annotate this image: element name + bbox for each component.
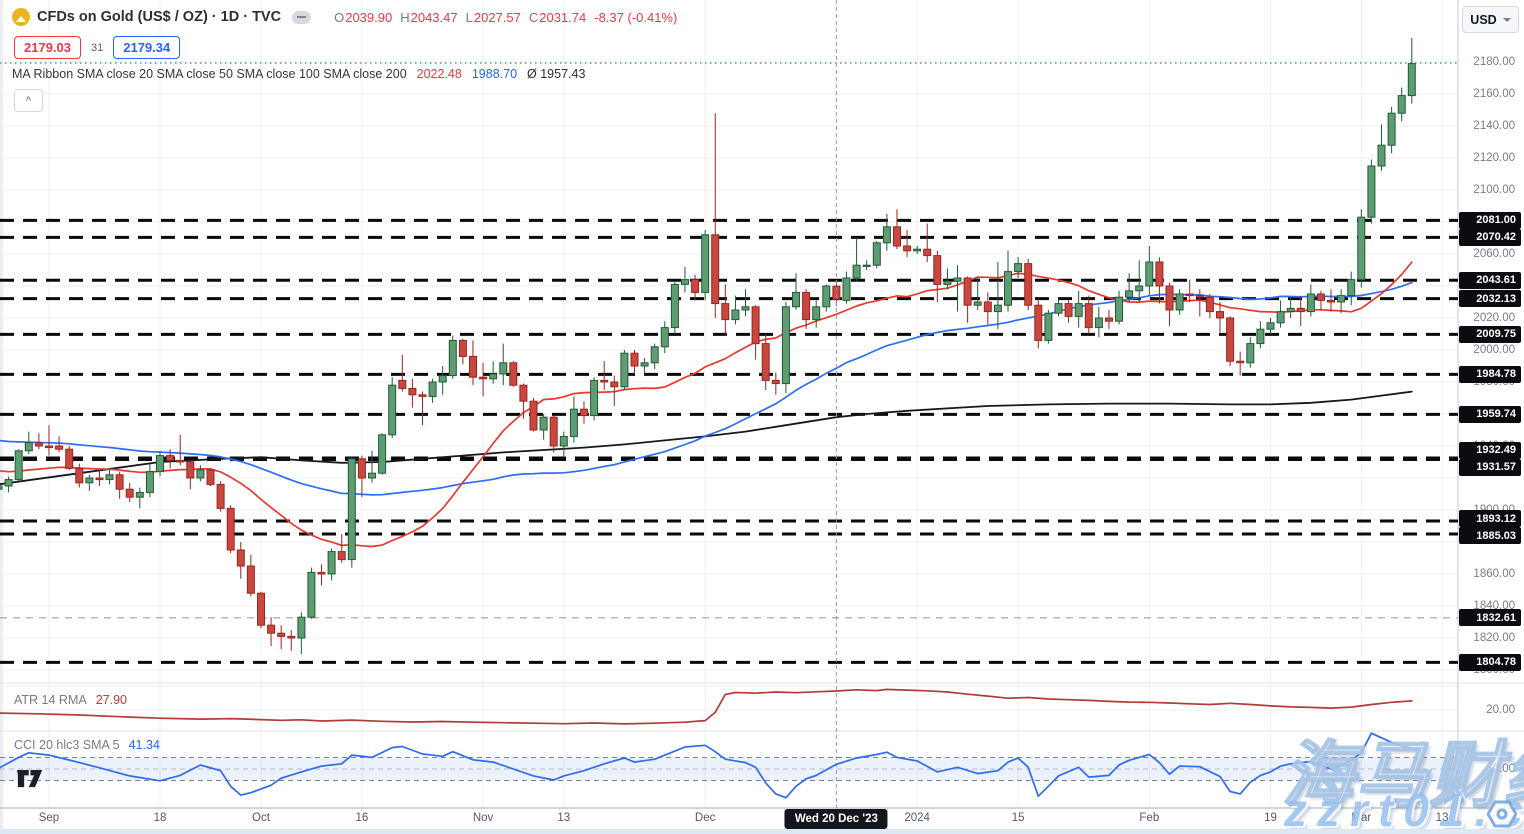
chevron-down-icon [1502, 17, 1511, 22]
watermark-hexagon-icon [1487, 800, 1517, 828]
crosshair-date-tag: Wed 20 Dec '23 [784, 809, 888, 829]
ma-ribbon-label: MA Ribbon SMA close 20 SMA close 50 SMA … [12, 67, 407, 81]
atr-indicator-legend[interactable]: ATR 14 RMA 27.90 [14, 693, 127, 707]
open-value: 2039.90 [345, 9, 393, 25]
buy-button[interactable]: 2179.34 [113, 36, 181, 59]
window-edge [0, 0, 3, 834]
high-value: 2043.47 [410, 9, 458, 25]
bid-ask-row: 2179.03 31 2179.34 [14, 36, 181, 59]
open-label: O [334, 9, 345, 25]
tradingview-logo[interactable] [17, 770, 49, 790]
sma-average-value: Ø 1957.43 [527, 67, 586, 81]
ohlc-readout: O2039.90 H2043.47 L2027.57 C2031.74 -8.3… [334, 10, 677, 25]
symbol-legend-row: CFDs on Gold (US$ / OZ) · 1D · TVC O2039… [12, 8, 677, 26]
change-value: -8.37 (-0.41%) [594, 9, 678, 25]
sma50-value: 1988.70 [471, 67, 518, 81]
hide-indicator-icon[interactable] [292, 10, 312, 24]
gold-coin-icon [12, 8, 30, 26]
bottom-edge-strip [0, 829, 1524, 834]
close-label: C [528, 9, 539, 25]
close-value: 2031.74 [539, 9, 587, 25]
spread-value: 31 [91, 41, 104, 54]
ma-ribbon-legend[interactable]: MA Ribbon SMA close 20 SMA close 50 SMA … [12, 67, 585, 81]
sell-button[interactable]: 2179.03 [14, 36, 81, 59]
cci-label: CCI 20 hlc3 SMA 5 [14, 738, 120, 752]
high-label: H [400, 9, 410, 25]
candles-layer [0, 38, 1416, 654]
low-value: 2027.57 [473, 9, 521, 25]
sma20-value: 2022.48 [416, 67, 462, 81]
watermark-url: zzrt01.cn [1284, 784, 1524, 834]
atr-label: ATR 14 RMA [14, 693, 87, 707]
atr-value: 27.90 [95, 693, 127, 707]
chevron-up-icon: ^ [25, 94, 32, 107]
watermark-cjk: 海马财经 [1281, 735, 1524, 817]
currency-dropdown[interactable]: USD [1462, 6, 1519, 33]
low-label: L [465, 9, 473, 25]
cci-indicator-legend[interactable]: CCI 20 hlc3 SMA 5 41.34 [14, 738, 160, 752]
cci-value: 41.34 [128, 738, 160, 752]
symbol-title[interactable]: CFDs on Gold (US$ / OZ) · 1D · TVC [37, 9, 282, 25]
collapse-legend-button[interactable]: ^ [14, 89, 43, 112]
currency-value: USD [1470, 12, 1497, 27]
